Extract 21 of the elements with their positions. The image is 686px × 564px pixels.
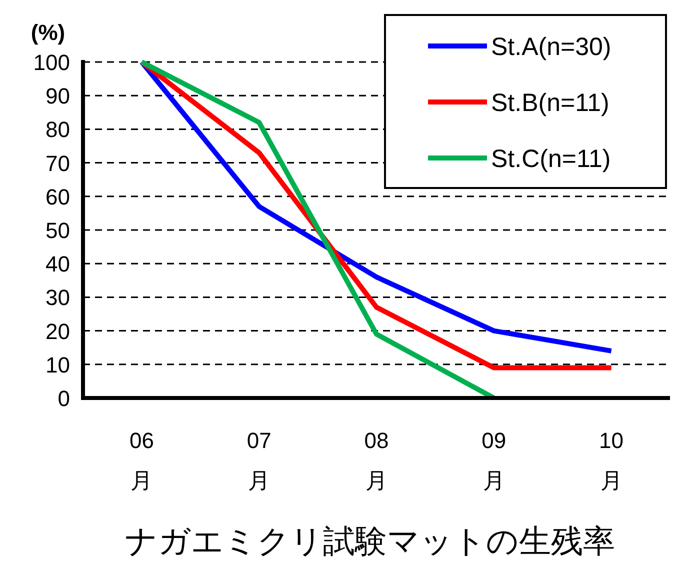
ytick: 20 — [46, 318, 70, 344]
ytick: 80 — [46, 117, 70, 142]
xtick: 09 月 — [482, 428, 506, 493]
legend-label: St.A(n=30) — [491, 33, 612, 61]
ytick: 30 — [46, 285, 70, 310]
xtick: 10 月 — [599, 428, 624, 493]
y-axis-title: (%) — [30, 20, 66, 45]
ytick: 0 — [58, 386, 70, 411]
ytick: 90 — [46, 84, 70, 109]
ytick: 100 — [33, 50, 70, 75]
xtick: 06 月 — [129, 428, 154, 493]
ytick: 50 — [46, 218, 70, 243]
legend-label: St.C(n=11) — [491, 145, 611, 173]
xtick: 08 月 — [364, 428, 389, 493]
ytick: 70 — [46, 150, 70, 176]
ytick: 60 — [46, 184, 70, 210]
ytick: 10 — [46, 352, 70, 378]
xtick: 07 月 — [246, 428, 272, 493]
text: ナガエミクリ試験マットの生残率 — [125, 523, 615, 559]
ytick: 40 — [46, 252, 70, 277]
legend-label: St.B(n=11) — [491, 89, 610, 117]
